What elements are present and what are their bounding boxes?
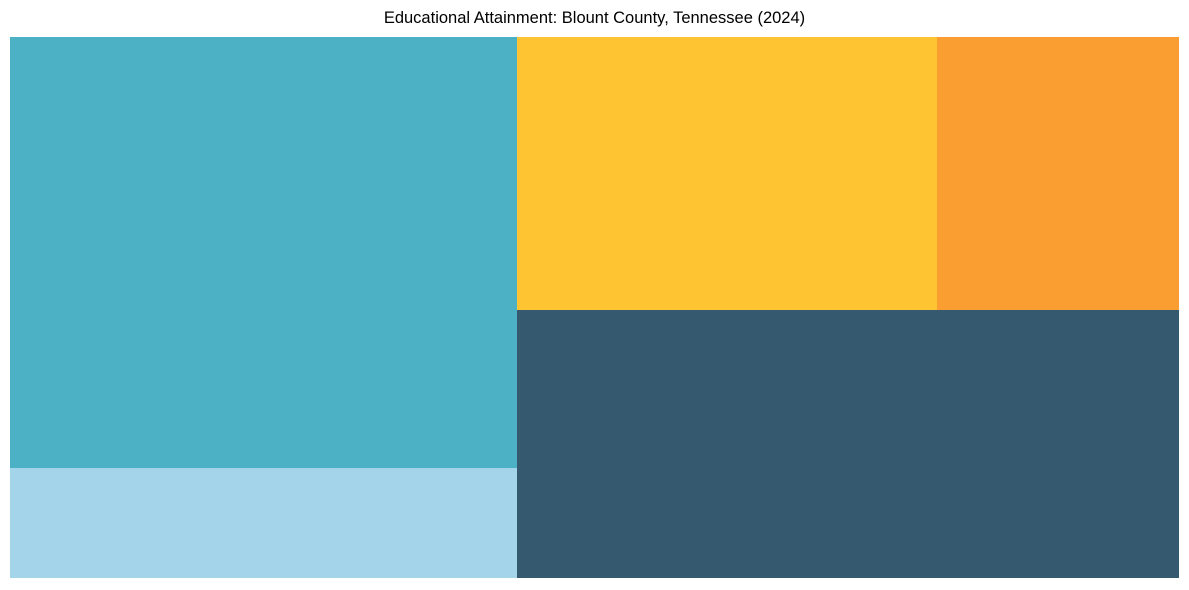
- treemap-tile-4-orange: [937, 37, 1179, 310]
- chart-title: Educational Attainment: Blount County, T…: [383, 9, 806, 27]
- treemap-tile-2-lightblue: [10, 468, 517, 578]
- treemap: [10, 37, 1179, 578]
- treemap-tile-3-yellow: [516, 37, 937, 310]
- treemap-tile-1-teal: [10, 37, 517, 468]
- treemap-tile-5-darkslate: [516, 309, 1179, 578]
